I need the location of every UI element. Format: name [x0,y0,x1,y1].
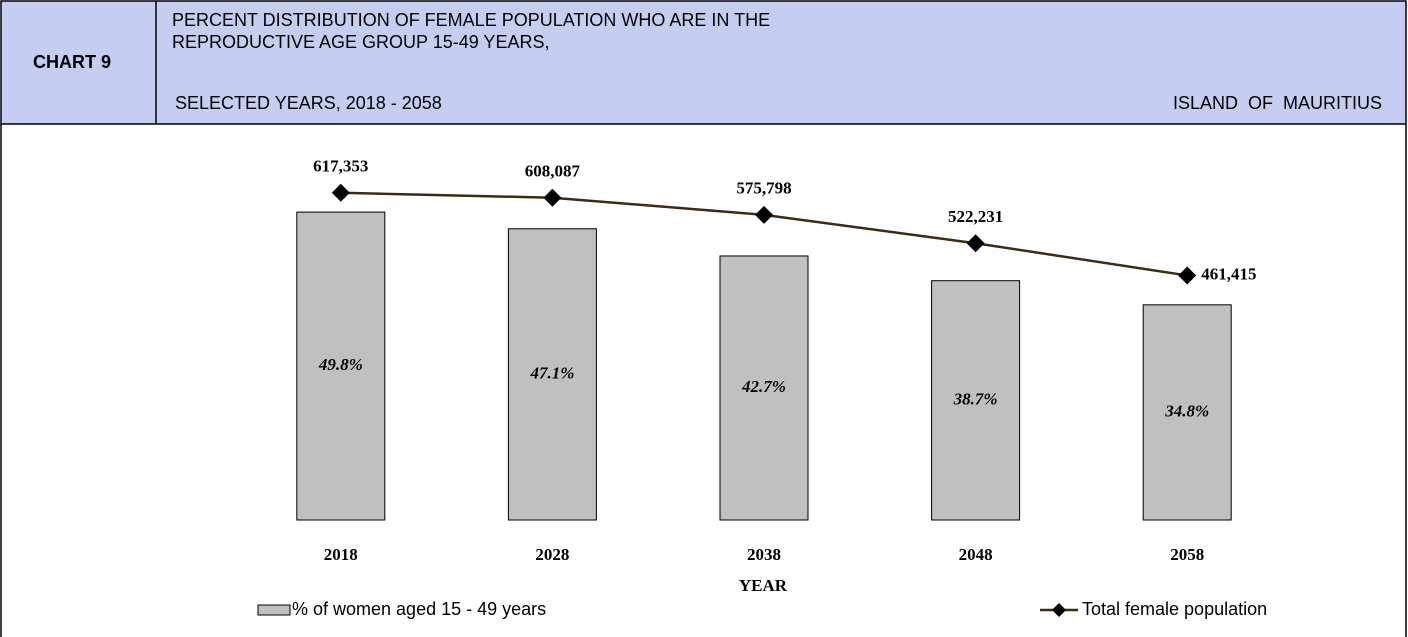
legend-marker [1052,603,1066,617]
bar-value-label: 38.7% [953,389,998,408]
bar-value-label: 47.1% [529,363,574,382]
x-tick-label: 2048 [959,545,993,564]
bar-value-label: 34.8% [1164,401,1209,420]
line-value-label: 522,231 [948,207,1003,226]
bar [1142,304,1232,521]
line-value-label: 461,415 [1201,264,1256,283]
bar-value-label: 49.8% [318,355,363,374]
legend-swatch [257,604,291,616]
line-marker [966,234,985,253]
line-marker [1178,266,1197,285]
line-marker [755,205,773,224]
legend-label: % of women aged 15 - 49 years [292,599,546,619]
title-line: SELECTED YEARS, 2018 - 2058 [175,93,442,113]
x-tick-label: 2058 [1170,545,1204,564]
region: ISLAND OF MAURITIUS [1173,93,1382,113]
line-value-label: 575,798 [736,179,791,198]
legend-label: Total female population [1082,599,1267,619]
line-value-label: 608,087 [525,162,581,181]
title-line: PERCENT DISTRIBUTION OF FEMALE POPULATIO… [172,10,770,30]
header-box [0,0,1407,125]
chart-number: CHART 9 [33,52,111,72]
bar [507,228,597,521]
x-axis-title: YEAR [739,576,788,595]
bar-value-label: 42.7% [741,377,786,396]
x-tick-label: 2038 [747,545,781,564]
bar [296,211,386,521]
bar [931,280,1021,521]
line-marker [331,183,350,202]
title-line: REPRODUCTIVE AGE GROUP 15-49 YEARS, [172,32,549,52]
line-value-label: 617,353 [313,157,368,176]
bar [719,255,809,521]
x-tick-label: 2018 [324,545,358,564]
line-marker [543,188,562,207]
x-tick-label: 2028 [535,545,569,564]
